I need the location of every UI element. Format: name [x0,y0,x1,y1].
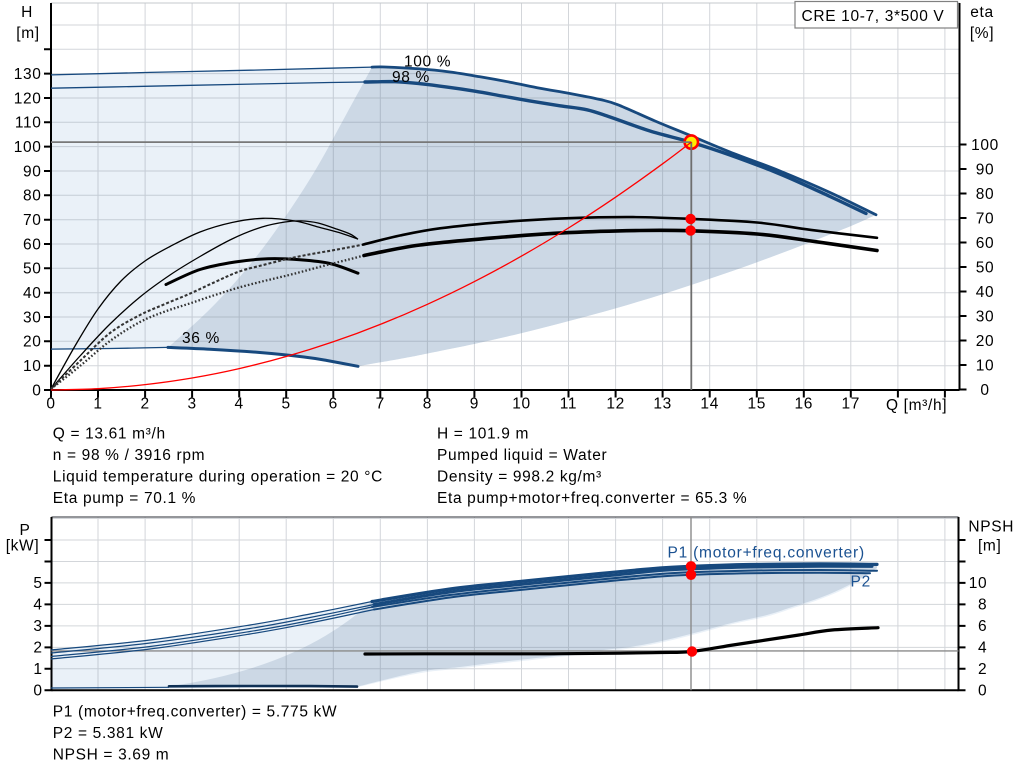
svg-text:30: 30 [976,308,995,325]
svg-text:40: 40 [23,285,42,302]
svg-text:12: 12 [606,396,625,413]
svg-text:2: 2 [978,661,987,678]
svg-text:CRE 10-7, 3*500 V: CRE 10-7, 3*500 V [802,8,945,25]
svg-text:17: 17 [842,396,861,413]
svg-text:10: 10 [512,396,531,413]
svg-text:4: 4 [235,396,244,413]
svg-text:20: 20 [976,333,995,350]
svg-text:NPSH = 3.69 m: NPSH = 3.69 m [53,747,170,764]
svg-text:0: 0 [33,683,42,700]
svg-text:3: 3 [33,618,42,635]
svg-text:60: 60 [976,235,995,252]
svg-text:1: 1 [33,661,42,678]
svg-text:[m]: [m] [16,25,39,42]
svg-text:90: 90 [976,161,995,178]
svg-text:Eta pump = 70.1 %: Eta pump = 70.1 % [53,490,196,507]
svg-text:4: 4 [978,640,987,657]
svg-text:1: 1 [93,396,102,413]
svg-text:15: 15 [748,396,767,413]
svg-text:100: 100 [971,137,999,154]
svg-text:3: 3 [187,396,196,413]
svg-text:10: 10 [976,357,995,374]
svg-text:2: 2 [33,640,42,657]
svg-text:10: 10 [23,358,42,375]
svg-text:H: H [21,4,33,21]
svg-text:110: 110 [15,115,42,132]
svg-text:6: 6 [329,396,338,413]
svg-text:6: 6 [978,618,987,635]
svg-text:5: 5 [282,396,291,413]
svg-text:5: 5 [33,575,42,592]
svg-text:80: 80 [976,186,995,203]
svg-text:9: 9 [470,396,479,413]
svg-text:100 %: 100 % [404,54,451,71]
svg-text:50: 50 [976,259,995,276]
svg-text:14: 14 [700,396,719,413]
svg-text:NPSH: NPSH [968,519,1014,536]
svg-text:Liquid temperature during oper: Liquid temperature during operation = 20… [53,469,383,486]
svg-text:7: 7 [376,396,385,413]
svg-text:4: 4 [33,597,42,614]
svg-text:0: 0 [46,396,55,413]
svg-text:P1 (motor+freq.converter): P1 (motor+freq.converter) [668,545,865,562]
svg-text:P2 = 5.381 kW: P2 = 5.381 kW [53,725,164,742]
svg-text:P2: P2 [851,574,872,591]
svg-text:11: 11 [560,396,577,413]
svg-text:70: 70 [23,212,42,229]
svg-text:Q = 13.61 m³/h: Q = 13.61 m³/h [53,426,166,443]
svg-text:130: 130 [14,66,42,83]
svg-text:Q [m³/h]: Q [m³/h] [886,397,947,414]
svg-text:2: 2 [140,396,149,413]
svg-text:8: 8 [423,396,432,413]
svg-text:50: 50 [23,261,42,278]
svg-text:70: 70 [976,210,995,227]
svg-text:0: 0 [980,382,989,399]
svg-text:8: 8 [978,597,987,614]
svg-text:0: 0 [978,683,987,700]
svg-text:13: 13 [653,396,672,413]
svg-text:P1 (motor+freq.converter) = 5.: P1 (motor+freq.converter) = 5.775 kW [53,704,337,721]
svg-text:98 %: 98 % [392,69,430,86]
svg-text:H = 101.9 m: H = 101.9 m [437,426,529,443]
svg-text:20: 20 [23,334,42,351]
svg-text:[m]: [m] [978,538,1001,555]
svg-text:40: 40 [976,284,995,301]
svg-text:36 %: 36 % [182,330,220,347]
svg-text:80: 80 [23,188,42,205]
svg-text:Eta pump+motor+freq.converter: Eta pump+motor+freq.converter = 65.3 % [437,490,747,507]
svg-text:60: 60 [23,236,42,253]
svg-text:100: 100 [14,139,42,156]
svg-text:90: 90 [23,163,42,180]
svg-text:16: 16 [795,396,814,413]
svg-text:Pumped liquid = Water: Pumped liquid = Water [437,447,607,464]
svg-text:eta: eta [970,4,994,21]
svg-text:[%]: [%] [970,25,994,42]
svg-text:P: P [20,522,31,539]
svg-text:30: 30 [23,309,42,326]
svg-text:n = 98 % / 3916 rpm: n = 98 % / 3916 rpm [53,447,205,464]
svg-text:[kW]: [kW] [6,538,40,555]
svg-text:0: 0 [32,382,41,399]
svg-text:10: 10 [969,575,988,592]
svg-text:120: 120 [14,90,42,107]
svg-text:Density = 998.2 kg/m³: Density = 998.2 kg/m³ [437,469,602,486]
